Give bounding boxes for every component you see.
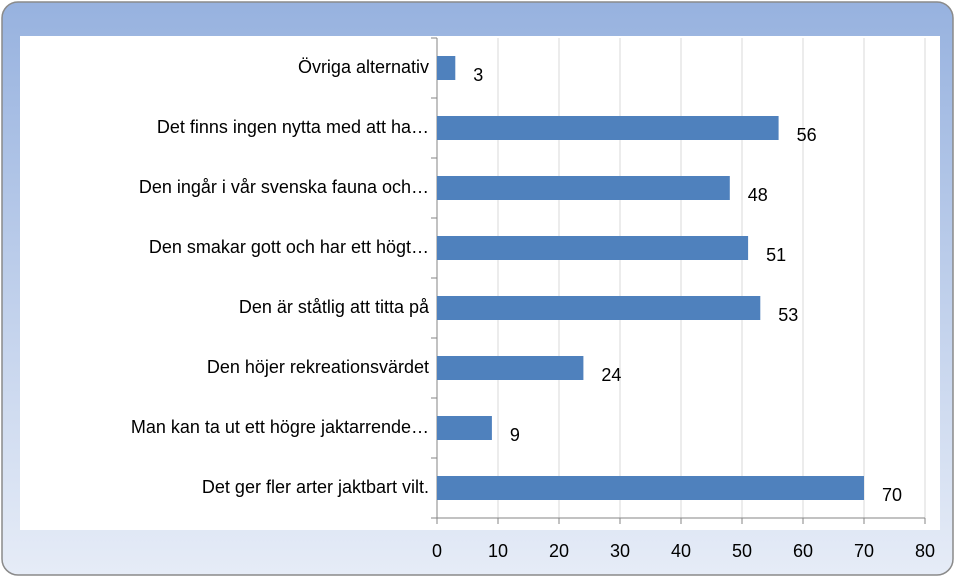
x-tick-label: 70 [854, 541, 874, 561]
bar [437, 176, 730, 200]
data-label: 48 [748, 185, 768, 205]
bar [437, 416, 492, 440]
data-label: 56 [797, 125, 817, 145]
x-tick-label: 60 [793, 541, 813, 561]
y-tick-label: Den ingår i vår svenska fauna och… [139, 177, 429, 197]
y-tick-label: Den smakar gott och har ett högt… [149, 237, 429, 257]
bar [437, 116, 779, 140]
data-label: 9 [510, 425, 520, 445]
data-label: 24 [601, 365, 621, 385]
data-label: 3 [473, 65, 483, 85]
x-tick-label: 20 [549, 541, 569, 561]
x-tick-label: 0 [432, 541, 442, 561]
x-tick-label: 80 [915, 541, 935, 561]
data-label: 51 [766, 245, 786, 265]
y-tick-label: Det finns ingen nytta med att ha… [157, 117, 429, 137]
data-label: 53 [778, 305, 798, 325]
data-label: 70 [882, 485, 902, 505]
bar [437, 296, 761, 320]
y-tick-label: Man kan ta ut ett högre jaktarrende… [131, 417, 429, 437]
bar [437, 236, 749, 260]
y-tick-label: Den är ståtlig att titta på [239, 297, 430, 317]
x-tick-label: 50 [732, 541, 752, 561]
y-tick-label: Det ger fler arter jaktbart vilt. [202, 477, 429, 497]
y-tick-label: Den höjer rekreationsvärdet [207, 357, 429, 377]
x-tick-label: 10 [488, 541, 508, 561]
x-tick-label: 30 [610, 541, 630, 561]
plot-background [20, 36, 940, 530]
bar [437, 56, 456, 80]
bar [437, 476, 864, 500]
bar [437, 356, 584, 380]
x-tick-label: 40 [671, 541, 691, 561]
y-tick-label: Övriga alternativ [298, 57, 429, 77]
